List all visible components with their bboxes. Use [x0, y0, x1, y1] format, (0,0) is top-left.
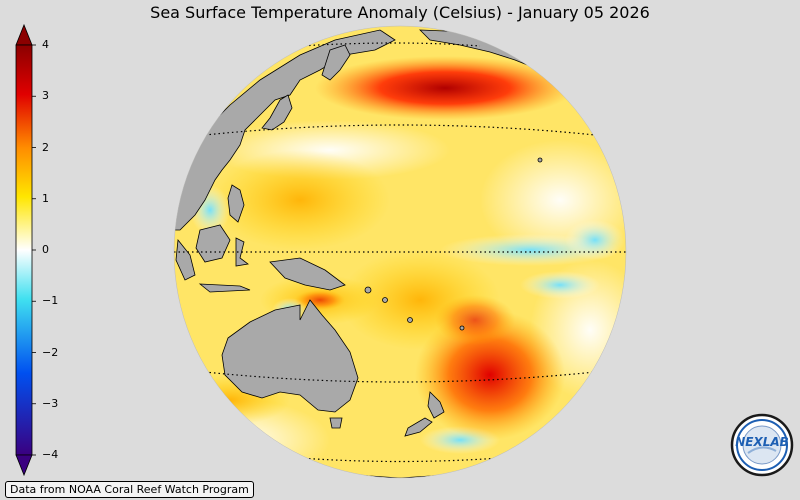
warm-anomaly-region — [295, 290, 345, 310]
land-asia — [174, 29, 396, 231]
logo-text: NEXLAB — [735, 435, 789, 449]
land-kamchatka — [321, 44, 351, 81]
hot-anomaly-region-north-pacific — [315, 56, 575, 120]
latitude-line-30n — [204, 124, 596, 136]
source-note: Data from NOAA Coral Reef Watch Program — [5, 481, 254, 498]
latitude-line-60s — [299, 457, 501, 463]
land-java — [198, 283, 251, 293]
colorbar-tick-label: −1 — [42, 294, 59, 308]
land-philippines — [227, 184, 245, 223]
globe-outline — [173, 25, 627, 479]
land-new-zealand-south — [404, 417, 433, 437]
colorbar-tick-label: −3 — [42, 396, 59, 410]
land-island — [537, 157, 543, 163]
colorbar-tick-label: 3 — [42, 89, 49, 103]
land-japan — [261, 94, 293, 131]
nexlab-logo[interactable]: NEXLAB — [730, 413, 794, 477]
warm-anomaly-region — [435, 295, 515, 345]
colorbar-tick-label: 1 — [42, 191, 49, 205]
colorbar-tick-label: −4 — [42, 448, 59, 461]
colorbar-tick-label: 0 — [42, 243, 49, 256]
land-island — [459, 325, 465, 331]
land-new-guinea — [269, 257, 346, 291]
colorbar-tick-label: 2 — [42, 140, 49, 154]
hot-anomaly-region-south-pacific — [415, 310, 565, 440]
land-new-zealand-north — [427, 391, 445, 419]
land-borneo — [195, 224, 231, 263]
land-island — [364, 286, 372, 294]
land-australia — [221, 299, 359, 413]
colorbar-tick-label: −2 — [42, 345, 59, 359]
latitude-line-60n — [299, 42, 481, 47]
latitude-line-30s — [204, 371, 596, 383]
map-title: Sea Surface Temperature Anomaly (Celsius… — [150, 3, 650, 22]
cool-anomaly-region — [565, 220, 625, 260]
colorbar-tick-label: 4 — [42, 38, 49, 51]
colorbar-extend-min — [15, 454, 33, 477]
land-tasmania — [329, 417, 343, 429]
cool-anomaly-region — [520, 271, 600, 299]
land-sulawesi — [235, 237, 249, 267]
neutral-anomaly-region — [174, 400, 330, 478]
logo-emblem — [730, 413, 794, 477]
land-island — [407, 317, 413, 323]
warm-anomaly-region — [210, 150, 390, 250]
land-island — [382, 297, 388, 303]
